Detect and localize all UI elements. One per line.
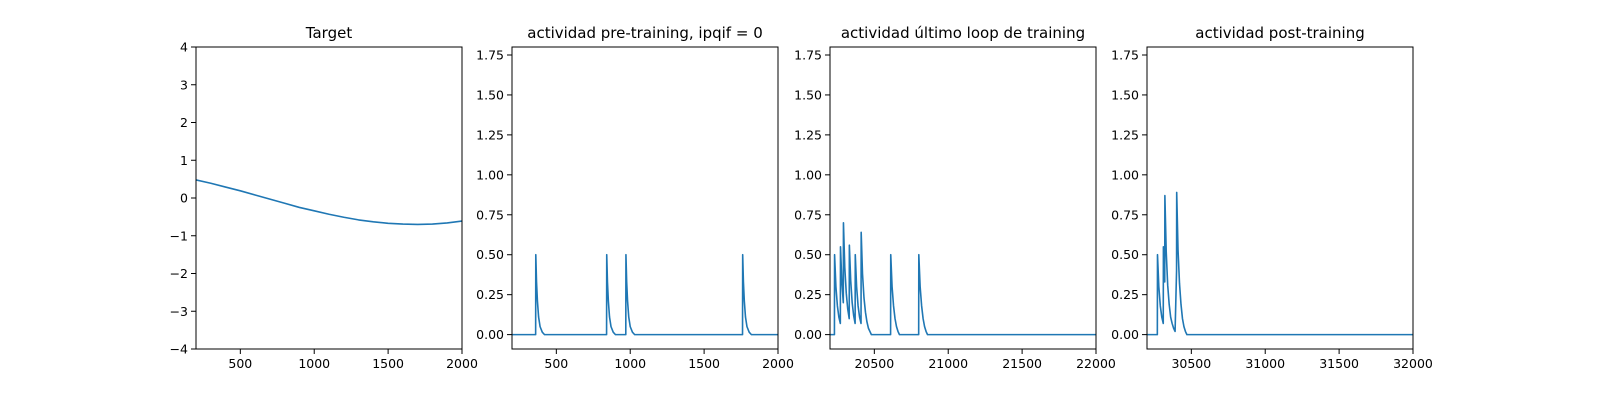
- panel-post-training-series-line: [1147, 191, 1413, 336]
- panel-last-training-loop-y-tick-label: 0.00: [794, 327, 822, 342]
- panel-pre-training-y-tick-label: 1.75: [476, 47, 504, 62]
- panel-post-training-title: actividad post-training: [1195, 24, 1364, 42]
- panel-last-training-loop-series-line: [830, 221, 1096, 336]
- panel-target-axes-frame: [195, 46, 463, 350]
- panel-target-title: Target: [305, 24, 353, 42]
- panel-target-y-tick-label: −4: [170, 342, 188, 357]
- panel-pre-training-y-tick-label: 0.75: [476, 207, 504, 222]
- panel-post-training-axes-frame: [1146, 46, 1414, 350]
- panel-post-training-y-tick-label: 1.75: [1111, 47, 1139, 62]
- panel-last-training-loop-y-tick-label: 1.75: [794, 47, 822, 62]
- panel-target-series-line: [196, 179, 462, 226]
- panel-last-training-loop-y-tick-label: 0.25: [794, 287, 822, 302]
- panel-pre-training-y-tick-label: 1.50: [476, 87, 504, 102]
- panel-last-training-loop-axes-frame: [829, 46, 1097, 350]
- panel-pre-training: actividad pre-training, ipqif = 0 500 100…: [476, 24, 794, 371]
- panel-target-y-tick-label: −1: [170, 228, 188, 243]
- panel-pre-training-y-tick-label: 0.50: [476, 247, 504, 262]
- panel-post-training: actividad post-training 30500 31000 31500 3…: [1111, 24, 1433, 371]
- panel-target-x-tick-label: 1000: [298, 356, 330, 371]
- panel-target-x-tick-label: 500: [228, 356, 252, 371]
- panel-post-training-y-tick-label: 1.00: [1111, 167, 1139, 182]
- panel-target-y-tick-label: 4: [180, 40, 188, 55]
- panel-last-training-loop-y-tick-label: 1.50: [794, 87, 822, 102]
- panel-post-training-y-tick-label: 0.00: [1111, 327, 1139, 342]
- panel-last-training-loop-y-tick-label: 1.00: [794, 167, 822, 182]
- panel-last-training-loop-x-tick-label: 20500: [854, 356, 894, 371]
- panel-pre-training-y-tick-label: 1.25: [476, 127, 504, 142]
- panel-target-y-tick-label: −2: [170, 266, 188, 281]
- panel-target-x-tick-label: 1500: [372, 356, 404, 371]
- panel-pre-training-series-line: [512, 253, 778, 336]
- panel-post-training-y-tick-label: 0.25: [1111, 287, 1139, 302]
- panel-pre-training-y-tick-label: 0.00: [476, 327, 504, 342]
- panel-pre-training-x-tick-label: 2000: [762, 356, 794, 371]
- panel-pre-training-title: actividad pre-training, ipqif = 0: [527, 24, 763, 42]
- panel-pre-training-y-tick-label: 0.25: [476, 287, 504, 302]
- panel-post-training-x-tick-label: 31000: [1245, 356, 1285, 371]
- panel-target-y-tick-label: −3: [170, 304, 188, 319]
- panel-last-training-loop-x-tick-label: 21500: [1002, 356, 1042, 371]
- panel-post-training-x-tick-label: 31500: [1319, 356, 1359, 371]
- panel-last-training-loop-title: actividad último loop de training: [841, 24, 1085, 42]
- panel-post-training-x-tick-label: 30500: [1171, 356, 1211, 371]
- panel-target-x-tick-label: 2000: [446, 356, 478, 371]
- panel-pre-training-x-tick-label: 500: [544, 356, 568, 371]
- panel-pre-training-axes-frame: [511, 46, 779, 350]
- panel-target-y-tick-label: 1: [180, 153, 188, 168]
- panel-last-training-loop-x-tick-label: 22000: [1076, 356, 1116, 371]
- panel-post-training-y-tick-label: 1.50: [1111, 87, 1139, 102]
- panel-post-training-y-tick-label: 0.75: [1111, 207, 1139, 222]
- panel-last-training-loop-x-tick-label: 21000: [928, 356, 968, 371]
- panel-last-training-loop: actividad último loop de training 20500 2…: [794, 24, 1116, 371]
- panel-pre-training-y-tick-label: 1.00: [476, 167, 504, 182]
- panel-pre-training-x-tick-label: 1000: [614, 356, 646, 371]
- panel-pre-training-x-tick-label: 1500: [688, 356, 720, 371]
- panel-post-training-y-tick-label: 1.25: [1111, 127, 1139, 142]
- panel-last-training-loop-y-tick-label: 0.75: [794, 207, 822, 222]
- panel-last-training-loop-y-tick-label: 1.25: [794, 127, 822, 142]
- panel-post-training-y-tick-label: 0.50: [1111, 247, 1139, 262]
- panel-post-training-x-tick-label: 32000: [1393, 356, 1433, 371]
- panel-target-y-tick-label: 3: [180, 77, 188, 92]
- panel-last-training-loop-y-tick-label: 0.50: [794, 247, 822, 262]
- panel-target-y-tick-label: 0: [180, 191, 188, 206]
- panel-target: Target 500 1000 1500 2000 −4 −3 −2 −1 0 1 2 3 4: [170, 24, 478, 371]
- panel-target-y-tick-label: 2: [180, 115, 188, 130]
